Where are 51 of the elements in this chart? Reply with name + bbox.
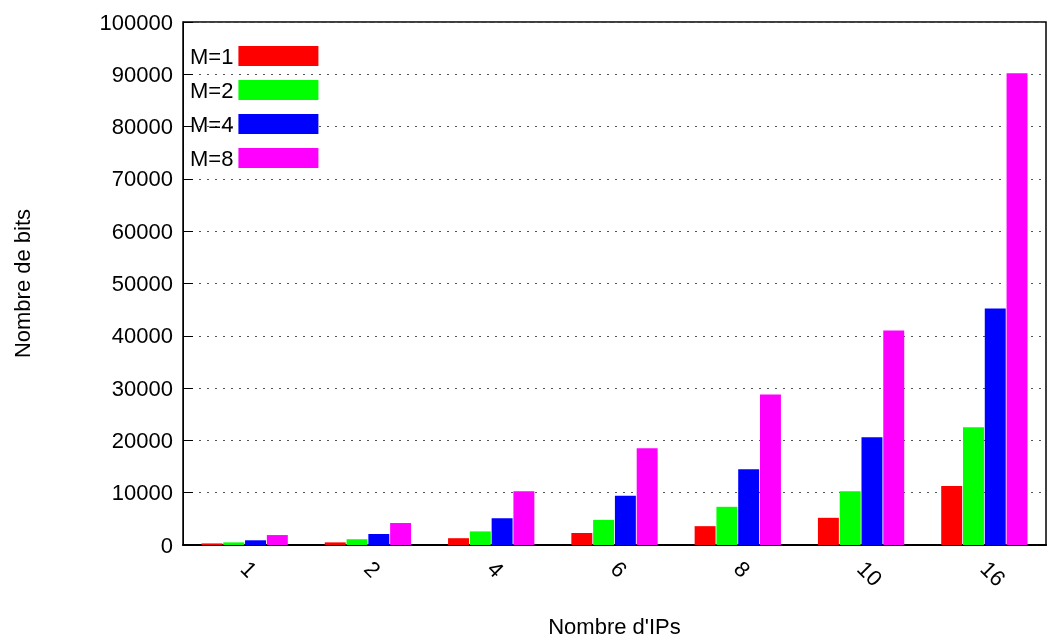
bar (861, 437, 883, 545)
bar (324, 542, 346, 545)
bar (266, 535, 288, 545)
bar (448, 538, 470, 545)
y-tick-label: 40000 (111, 323, 173, 349)
x-axis-title: Nombre d'IPs (548, 613, 681, 639)
y-tick-label: 10000 (111, 480, 173, 506)
bar (390, 523, 412, 545)
bar (491, 518, 513, 545)
y-tick-label: 100000 (99, 9, 173, 35)
bar (941, 485, 963, 545)
legend-label: M=8 (189, 145, 234, 171)
bar (759, 394, 781, 545)
bar (716, 506, 738, 545)
bar (1006, 73, 1028, 545)
x-tick-label: 16 (975, 556, 1011, 592)
bar (469, 531, 491, 545)
bar (571, 532, 593, 545)
y-axis-title: Nombre de bits (9, 208, 35, 359)
y-tick-label: 20000 (111, 427, 173, 453)
x-tick-label: 8 (728, 556, 756, 583)
bar (984, 308, 1006, 545)
bar (593, 519, 615, 545)
bar (245, 540, 267, 545)
x-tick-label: 6 (605, 556, 632, 583)
y-tick-label: 60000 (111, 218, 173, 244)
bar (223, 542, 245, 545)
bar (513, 491, 535, 545)
bar (636, 448, 658, 545)
y-tick-label: 90000 (111, 61, 173, 87)
y-tick-label: 70000 (111, 166, 173, 192)
bar (346, 539, 368, 545)
y-tick-label: 0 (160, 532, 173, 558)
x-tick-label: 4 (482, 556, 509, 583)
bar (962, 427, 984, 545)
bar (368, 534, 390, 545)
bar (694, 526, 716, 545)
bar (839, 491, 861, 545)
y-tick-label: 50000 (111, 271, 173, 296)
bar (817, 517, 839, 545)
bar (883, 330, 905, 545)
legend-label: M=2 (189, 77, 234, 103)
bar (614, 495, 636, 545)
x-tick-label: 1 (235, 556, 263, 583)
legend-label: M=4 (189, 111, 234, 137)
y-tick-label: 80000 (111, 114, 173, 140)
x-tick-label: 10 (852, 556, 888, 592)
x-tick-label: 2 (359, 556, 386, 583)
legend-label: M=1 (189, 43, 234, 69)
bar (738, 469, 760, 545)
y-tick-label: 30000 (111, 375, 173, 401)
